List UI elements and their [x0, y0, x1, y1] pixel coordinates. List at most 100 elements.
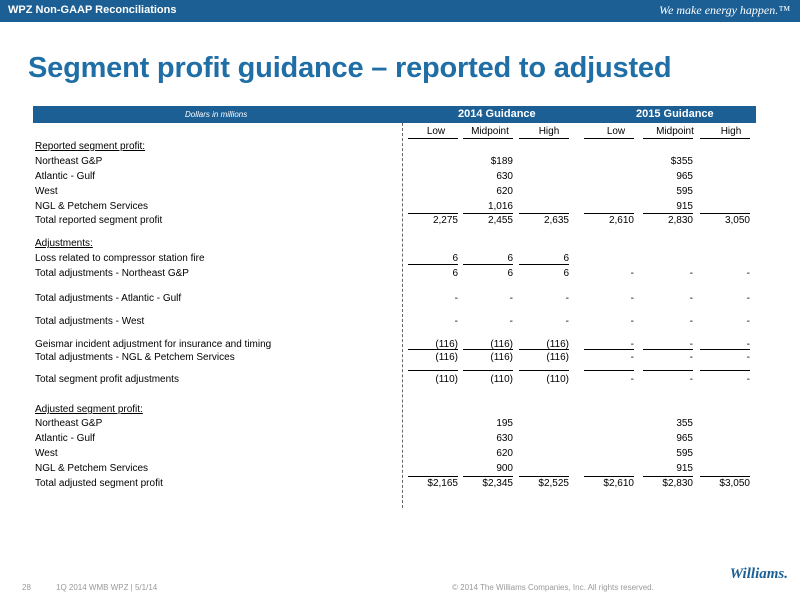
- total-rule: [519, 476, 569, 477]
- tagline: We make energy happen.™: [659, 3, 790, 17]
- row-label: West: [35, 448, 58, 459]
- table-cell: (110): [546, 374, 569, 385]
- column-header-3: Low: [606, 126, 626, 137]
- table-cell: $2,345: [482, 478, 513, 489]
- total-rule: [408, 476, 458, 477]
- table-cell: -: [746, 293, 750, 304]
- row-label: Adjusted segment profit:: [35, 404, 143, 415]
- table-row: Atlantic - Gulf 630 965: [35, 171, 757, 185]
- table-cell: 965: [676, 171, 693, 182]
- table-cell: (116): [490, 352, 513, 363]
- total-rule: [584, 349, 634, 350]
- table-row: Reported segment profit:: [35, 141, 757, 155]
- table-row: Adjusted segment profit:: [35, 404, 757, 418]
- table-cell: -: [689, 352, 693, 363]
- table-row: Adjustments:: [35, 238, 757, 252]
- table-cell: -: [630, 339, 634, 350]
- table-row: Total adjusted segment profit $2,165 $2,34…: [35, 478, 757, 492]
- table-row: Total adjustments - Atlantic - Gulf - - - - -…: [35, 293, 757, 307]
- table-cell: 2,635: [543, 215, 569, 226]
- table-cell: (110): [490, 374, 513, 385]
- table-cell: -: [630, 293, 634, 304]
- total-rule: [584, 476, 634, 477]
- table-header-band: Dollars in millions 2014 Guidance 2015 G…: [33, 106, 756, 123]
- total-rule: [519, 213, 569, 214]
- total-rule: [408, 370, 458, 371]
- column-header-underline: [643, 138, 693, 139]
- table-cell: -: [630, 268, 634, 279]
- table-cell: 6: [563, 253, 569, 264]
- table-cell: -: [630, 352, 634, 363]
- total-rule: [643, 476, 693, 477]
- total-rule: [408, 213, 458, 214]
- total-rule: [463, 349, 513, 350]
- table-cell: -: [565, 293, 569, 304]
- table-cell: $2,165: [427, 478, 458, 489]
- table-cell: -: [565, 316, 569, 327]
- table-cell: $2,830: [662, 478, 693, 489]
- table-row: Atlantic - Gulf 630 965: [35, 433, 757, 447]
- table-row: West 620 595: [35, 186, 757, 200]
- table-cell: 195: [496, 418, 513, 429]
- column-header-4: Midpoint: [656, 126, 694, 137]
- page-number: 28: [22, 583, 31, 592]
- table-cell: -: [689, 374, 693, 385]
- column-header-5: High: [720, 126, 742, 137]
- table-row: Loss related to compressor station fire 6…: [35, 253, 757, 267]
- table-cell: 620: [496, 186, 513, 197]
- row-label: Total adjustments - West: [35, 316, 145, 327]
- total-rule: [584, 370, 634, 371]
- copyright: © 2014 The Williams Companies, Inc. All …: [452, 583, 654, 592]
- total-rule: [408, 349, 458, 350]
- table-cell: -: [746, 352, 750, 363]
- table-cell: $189: [490, 156, 513, 167]
- table-cell: $2,610: [603, 478, 634, 489]
- total-rule: [700, 349, 750, 350]
- table-cell: -: [689, 339, 693, 350]
- table-cell: 915: [676, 463, 693, 474]
- table-cell: 2,455: [487, 215, 513, 226]
- table-cell: $3,050: [719, 478, 750, 489]
- row-label: West: [35, 186, 58, 197]
- group-header-2014: 2014 Guidance: [458, 108, 536, 120]
- table-cell: 900: [496, 463, 513, 474]
- column-header-2: High: [538, 126, 560, 137]
- table-row: Geismar incident adjustment for insuranc…: [35, 339, 757, 353]
- table-cell: -: [509, 293, 513, 304]
- table-cell: -: [509, 316, 513, 327]
- table-cell: 6: [452, 253, 458, 264]
- table-cell: $355: [670, 156, 693, 167]
- column-header-underline: [700, 138, 750, 139]
- table-cell: 2,610: [608, 215, 634, 226]
- table-cell: -: [454, 293, 458, 304]
- table-row: NGL & Petchem Services 1,016 915: [35, 201, 757, 215]
- table-row: Total adjustments - West - - - - - -: [35, 316, 757, 330]
- row-label: Total reported segment profit: [35, 215, 163, 226]
- table-cell: (116): [546, 339, 569, 350]
- table-row: Northeast G&P 195 355: [35, 418, 757, 432]
- column-header-0: Low: [426, 126, 446, 137]
- table-cell: -: [746, 316, 750, 327]
- table-cell: -: [746, 339, 750, 350]
- row-label: Total segment profit adjustments: [35, 374, 179, 385]
- column-header-1: Midpoint: [471, 126, 509, 137]
- table-row: Northeast G&P $189 $355: [35, 156, 757, 170]
- table-cell: 630: [496, 433, 513, 444]
- table-row: Total segment profit adjustments (110) (11…: [35, 374, 757, 388]
- table-row: NGL & Petchem Services 900 915: [35, 463, 757, 477]
- total-rule: [643, 349, 693, 350]
- table-cell: $2,525: [538, 478, 569, 489]
- table-cell: 620: [496, 448, 513, 459]
- total-rule: [463, 476, 513, 477]
- williams-logo: Williams.: [729, 566, 788, 582]
- row-label: NGL & Petchem Services: [35, 201, 149, 212]
- row-label: Loss related to compressor station fire: [35, 253, 205, 264]
- column-divider: [402, 123, 403, 508]
- row-label: Total adjusted segment profit: [35, 478, 163, 489]
- total-rule: [643, 213, 693, 214]
- total-rule: [519, 264, 569, 265]
- column-header-underline: [519, 138, 569, 139]
- column-header-underline: [463, 138, 513, 139]
- row-label: Atlantic - Gulf: [35, 171, 96, 182]
- table-cell: 595: [676, 448, 693, 459]
